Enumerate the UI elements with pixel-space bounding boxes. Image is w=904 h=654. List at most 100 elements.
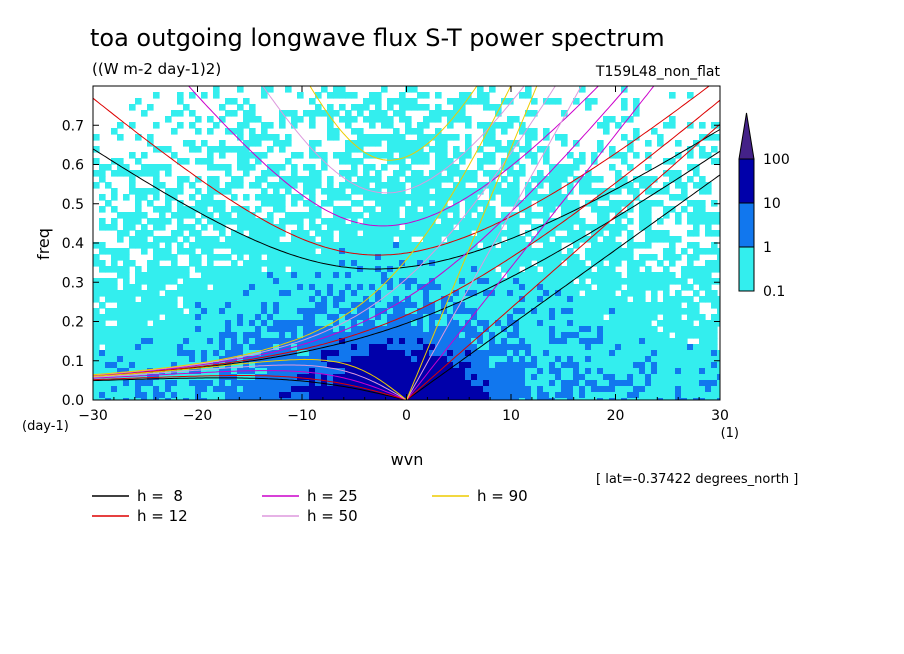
field-cell <box>357 212 364 219</box>
field-cell <box>123 350 130 357</box>
field-cell <box>195 242 202 249</box>
field-cell <box>411 188 418 195</box>
field-cell <box>711 398 718 400</box>
field-cell <box>579 308 586 315</box>
field-cell <box>537 170 544 177</box>
field-cell <box>543 242 550 249</box>
field-cell <box>189 338 196 345</box>
field-cell <box>405 104 412 111</box>
field-cell <box>477 230 484 237</box>
field-cell <box>543 362 550 369</box>
field-cell <box>465 266 472 273</box>
field-cell <box>573 326 580 333</box>
field-cell <box>657 230 664 237</box>
field-cell <box>399 392 406 399</box>
field-cell <box>597 380 604 387</box>
field-cell <box>255 314 262 321</box>
field-cell <box>495 320 502 327</box>
field-cell <box>477 320 484 327</box>
field-cell <box>483 374 490 381</box>
field-cell <box>243 266 250 273</box>
field-cell <box>717 308 720 315</box>
field-cell <box>351 272 358 279</box>
field-cell <box>153 290 160 297</box>
field-cell <box>279 272 286 279</box>
field-cell <box>297 176 304 183</box>
field-cell <box>309 320 316 327</box>
field-cell <box>543 302 550 309</box>
field-cell <box>459 368 466 375</box>
field-cell <box>621 182 628 189</box>
field-cell <box>375 344 382 351</box>
field-cell <box>555 344 562 351</box>
field-cell <box>627 380 634 387</box>
field-cell <box>387 260 394 267</box>
field-cell <box>345 290 352 297</box>
field-cell <box>237 176 244 183</box>
field-cell <box>519 248 526 255</box>
field-cell <box>405 224 412 231</box>
field-cell <box>213 284 220 291</box>
field-cell <box>657 356 664 363</box>
field-cell <box>447 158 454 165</box>
field-cell <box>387 104 394 111</box>
field-cell <box>645 206 652 213</box>
field-cell <box>345 380 352 387</box>
field-cell <box>711 386 718 393</box>
field-cell <box>585 350 592 357</box>
field-cell <box>279 266 286 273</box>
field-cell <box>159 146 166 153</box>
field-cell <box>351 374 358 381</box>
field-cell <box>525 140 532 147</box>
field-cell <box>465 314 472 321</box>
field-cell <box>717 350 720 357</box>
field-cell <box>159 206 166 213</box>
field-cell <box>513 314 520 321</box>
field-cell <box>153 332 160 339</box>
field-cell <box>705 218 712 225</box>
field-cell <box>117 368 124 375</box>
field-cell <box>255 152 262 159</box>
field-cell <box>453 338 460 345</box>
field-cell <box>357 308 364 315</box>
field-cell <box>345 368 352 375</box>
field-cell <box>351 344 358 351</box>
field-cell <box>327 182 334 189</box>
field-cell <box>597 290 604 297</box>
field-cell <box>321 86 328 93</box>
field-cell <box>459 218 466 225</box>
field-cell <box>699 344 706 351</box>
field-cell <box>273 374 280 381</box>
field-cell <box>369 254 376 261</box>
field-cell <box>459 242 466 249</box>
field-cell <box>195 284 202 291</box>
field-cell <box>243 332 250 339</box>
field-cell <box>615 254 622 261</box>
field-cell <box>99 356 106 363</box>
field-cell <box>573 338 580 345</box>
field-cell <box>327 350 334 357</box>
field-cell <box>447 236 454 243</box>
field-cell <box>507 314 514 321</box>
field-cell <box>711 212 718 219</box>
field-cell <box>717 320 720 327</box>
field-cell <box>465 284 472 291</box>
field-cell <box>423 278 430 285</box>
field-cell <box>549 194 556 201</box>
field-cell <box>471 374 478 381</box>
field-cell <box>189 230 196 237</box>
field-cell <box>639 332 646 339</box>
field-cell <box>405 314 412 321</box>
field-cell <box>327 338 334 345</box>
field-cell <box>243 296 250 303</box>
field-cell <box>615 350 622 357</box>
field-cell <box>495 290 502 297</box>
field-cell <box>327 308 334 315</box>
field-cell <box>351 140 358 147</box>
field-cell <box>207 200 214 207</box>
field-cell <box>213 236 220 243</box>
field-cell <box>435 284 442 291</box>
field-cell <box>285 176 292 183</box>
field-cell <box>423 296 430 303</box>
field-cell <box>483 92 490 99</box>
